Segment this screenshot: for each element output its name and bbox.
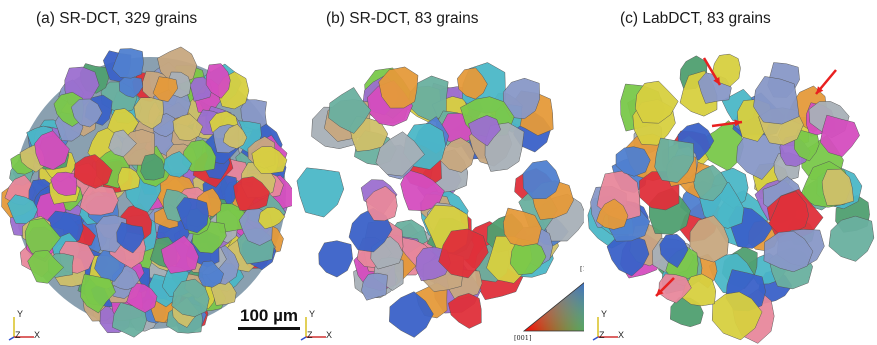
axes-triad: Y Z X xyxy=(592,309,624,341)
red-arrow-head xyxy=(713,77,720,85)
grain xyxy=(318,240,353,278)
axis-z-label: Z xyxy=(307,330,313,340)
grain xyxy=(711,291,763,341)
grain xyxy=(34,130,70,170)
red-arrow-head xyxy=(656,288,664,296)
panel-a: (a) SR-DCT, 329 grains Y Z X xyxy=(0,0,292,345)
grain xyxy=(112,48,144,79)
grain xyxy=(658,273,692,304)
grain xyxy=(689,215,729,263)
grain xyxy=(133,97,164,130)
grain xyxy=(753,76,800,125)
grain xyxy=(258,206,286,230)
grain xyxy=(27,250,65,284)
grain xyxy=(692,164,728,202)
grain xyxy=(163,151,193,178)
axis-z-label: Z xyxy=(599,330,605,340)
ipf-key: [111][001][101] xyxy=(514,265,584,342)
grain-map-b: YZX[111][001][101] xyxy=(296,62,584,342)
grain xyxy=(400,169,445,212)
axis-z-label: Z xyxy=(15,330,21,340)
grain xyxy=(522,160,561,200)
grain-map-a: Y Z X xyxy=(1,46,292,341)
grain xyxy=(80,273,116,314)
axis-y-label: Y xyxy=(309,309,315,319)
grain xyxy=(71,98,103,128)
grain xyxy=(821,168,854,206)
grain xyxy=(233,176,270,211)
grain xyxy=(108,129,137,158)
grain xyxy=(615,146,651,177)
axis-x-label: X xyxy=(34,330,40,340)
grain xyxy=(457,67,488,100)
grains xyxy=(587,53,875,344)
grains xyxy=(296,62,584,338)
panel-c: (c) LabDCT, 83 grains Y Z X xyxy=(584,0,877,345)
grain xyxy=(654,137,695,183)
grain xyxy=(375,131,425,177)
grain xyxy=(73,154,113,189)
grain xyxy=(116,221,145,254)
grain xyxy=(438,228,489,279)
red-arrow-head xyxy=(734,119,742,127)
grain xyxy=(222,123,248,149)
grain xyxy=(328,87,372,134)
grain xyxy=(763,230,814,273)
grain-map-c: Y Z X xyxy=(587,53,875,344)
grain xyxy=(172,113,204,142)
grain xyxy=(140,153,166,181)
grain xyxy=(596,198,629,230)
grain xyxy=(126,282,158,313)
grains xyxy=(1,46,292,338)
scale-bar xyxy=(238,327,300,330)
grain xyxy=(820,114,860,157)
grain xyxy=(118,75,144,98)
grain xyxy=(768,190,809,236)
grain xyxy=(794,129,820,162)
grain xyxy=(171,278,210,317)
grain xyxy=(468,115,501,147)
axes-triad: Y Z X xyxy=(8,309,40,341)
red-arrow-head xyxy=(816,86,824,94)
grain xyxy=(296,167,345,218)
grain xyxy=(502,77,540,120)
grain xyxy=(198,260,224,288)
grain xyxy=(117,167,141,192)
axes-triad: Y Z X xyxy=(300,309,332,341)
grain xyxy=(447,293,482,329)
grain xyxy=(50,171,78,196)
panel-title-b: (b) SR-DCT, 83 grains xyxy=(326,10,479,27)
grain xyxy=(378,66,419,109)
scale-bar-label: 100 µm xyxy=(240,306,298,325)
panel-b: (b) SR-DCT, 83 grains YZX[111][001][101] xyxy=(292,0,584,345)
grain xyxy=(389,291,434,338)
ipf-label-111: [111] xyxy=(580,265,584,273)
panel-title-a: (a) SR-DCT, 329 grains xyxy=(36,10,198,27)
grain xyxy=(503,207,542,247)
axis-y-label: Y xyxy=(17,309,23,319)
axis-x-label: X xyxy=(618,330,624,340)
grain xyxy=(828,215,875,262)
grain xyxy=(160,235,199,274)
axis-x-label: X xyxy=(326,330,332,340)
grain xyxy=(251,146,288,174)
grain xyxy=(176,197,209,234)
panel-title-c: (c) LabDCT, 83 grains xyxy=(620,10,771,27)
grain xyxy=(361,272,388,301)
grain xyxy=(79,184,119,216)
grain xyxy=(365,185,398,221)
axis-y-label: Y xyxy=(601,309,607,319)
grain xyxy=(152,76,178,102)
grain xyxy=(659,234,689,268)
grain xyxy=(635,80,679,124)
ipf-label-001: [001] xyxy=(514,334,531,342)
grain xyxy=(205,63,231,99)
